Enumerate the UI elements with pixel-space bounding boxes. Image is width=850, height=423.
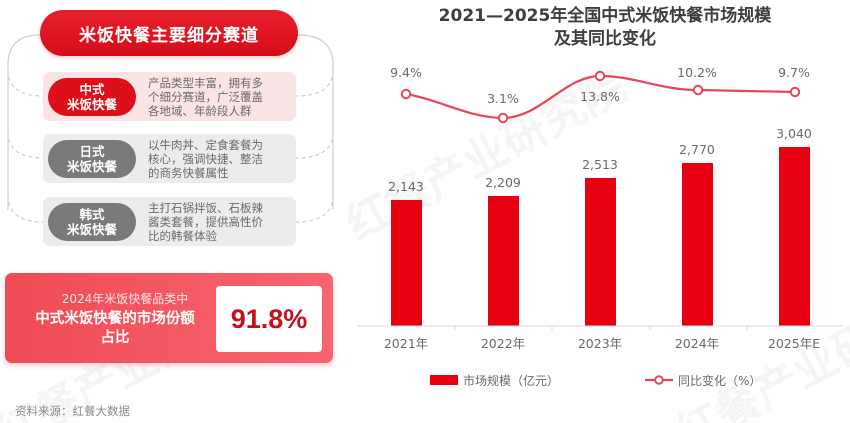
- market-share-callout: 2024年米饭快餐品类中 中式米饭快餐的市场份额 占比 91.8%: [5, 273, 333, 363]
- line-marker: [497, 112, 509, 124]
- line-value-label: 9.7%: [778, 65, 810, 80]
- data-source: 资料来源：红餐大数据: [15, 404, 130, 418]
- segment-bracket: [7, 34, 334, 223]
- segment-name: 中式: [79, 81, 105, 97]
- x-tick-label: 2024年: [675, 336, 719, 351]
- bar-2021: [391, 200, 422, 326]
- desc-line: 产品类型丰富，拥有多: [148, 75, 263, 90]
- bar-value-label: 2,770: [679, 142, 715, 157]
- segment-card-chinese: 中式 米饭快餐 产品类型丰富，拥有多 个细分赛道，广泛覆盖 各地域、年龄段人群: [43, 72, 296, 121]
- share-title: 中式米饭快餐的市场份额: [35, 311, 195, 327]
- legend-line-label: 同比变化（%）: [678, 373, 761, 388]
- chart-legend: 市场规模（亿元） 同比变化（%）: [430, 373, 761, 388]
- desc-line: 比的韩餐体验: [148, 228, 217, 243]
- segment-description: 主打石锅拌饭、石板辣 酱类套餐，提供高性价 比的韩餐体验: [148, 201, 288, 243]
- bar-2024: [682, 163, 713, 326]
- line-value-label: 3.1%: [487, 91, 519, 106]
- line-marker: [789, 86, 801, 98]
- x-tick-label: 2025年E: [768, 336, 820, 351]
- share-value: 91.8%: [230, 303, 308, 334]
- desc-line: 主打石锅拌饭、石板辣: [148, 200, 263, 215]
- desc-line: 各地域、年龄段人群: [148, 103, 252, 118]
- line-value-label: 9.4%: [390, 65, 422, 80]
- segments-header: 米饭快餐主要细分赛道: [40, 10, 298, 56]
- chart-title: 2021—2025年全国中式米饭快餐市场规模 及其同比变化: [360, 5, 850, 51]
- segment-name: 日式: [79, 143, 105, 159]
- bar-value-label: 3,040: [776, 126, 812, 141]
- chart-title-line2: 及其同比变化: [554, 29, 656, 49]
- desc-line: 个细分赛道，广泛覆盖: [148, 89, 263, 104]
- segment-card-japanese: 日式 米饭快餐 以牛肉丼、定食套餐为 核心，强调快捷、整洁 的商务快餐属性: [43, 134, 296, 183]
- segment-description: 产品类型丰富，拥有多 个细分赛道，广泛覆盖 各地域、年龄段人群: [148, 76, 288, 118]
- line-marker: [692, 84, 704, 96]
- segment-pill-chinese: 中式 米饭快餐: [48, 77, 136, 116]
- share-value-box: 91.8%: [216, 286, 322, 352]
- bar-2023: [585, 178, 616, 326]
- segment-card-korean: 韩式 米饭快餐 主打石锅拌饭、石板辣 酱类套餐，提供高性价 比的韩餐体验: [43, 197, 296, 246]
- bar-value-label: 2,143: [388, 179, 424, 194]
- legend-bar-label: 市场规模（亿元）: [463, 373, 559, 388]
- legend-line-marker: [654, 375, 664, 385]
- segment-pill-japanese: 日式 米饭快餐: [48, 139, 136, 178]
- bar-2022: [488, 196, 519, 326]
- desc-line: 核心，强调快捷、整洁: [148, 151, 263, 166]
- segment-name: 米饭快餐: [66, 158, 117, 174]
- x-tick-label: 2023年: [578, 336, 622, 351]
- x-tick-label: 2022年: [481, 336, 525, 351]
- bar-2025: [779, 147, 810, 326]
- segment-name: 韩式: [79, 206, 105, 222]
- desc-line: 以牛肉丼、定食套餐为: [148, 137, 263, 152]
- bar-value-label: 2,513: [582, 157, 618, 172]
- share-title-cont: 占比: [100, 330, 130, 346]
- legend-bar-swatch: [430, 375, 458, 385]
- bar-value-label: 2,209: [485, 175, 521, 190]
- bar-series: [391, 147, 810, 326]
- segment-name: 米饭快餐: [66, 221, 117, 237]
- yoy-markers: [400, 70, 801, 124]
- line-value-label: 13.8%: [580, 89, 620, 104]
- chart-title-line1: 2021—2025年全国中式米饭快餐市场规模: [438, 6, 772, 26]
- segment-name: 米饭快餐: [66, 96, 117, 112]
- share-caption: 2024年米饭快餐品类中: [61, 292, 189, 306]
- line-value-label: 10.2%: [677, 65, 717, 80]
- yoy-line: [405, 74, 796, 120]
- desc-line: 酱类套餐，提供高性价: [148, 214, 263, 229]
- x-tick-label: 2021年: [384, 336, 428, 351]
- segment-pill-korean: 韩式 米饭快餐: [48, 202, 136, 241]
- line-marker: [400, 88, 412, 100]
- segment-description: 以牛肉丼、定食套餐为 核心，强调快捷、整洁 的商务快餐属性: [148, 138, 288, 180]
- line-marker: [594, 70, 606, 82]
- desc-line: 的商务快餐属性: [148, 165, 229, 180]
